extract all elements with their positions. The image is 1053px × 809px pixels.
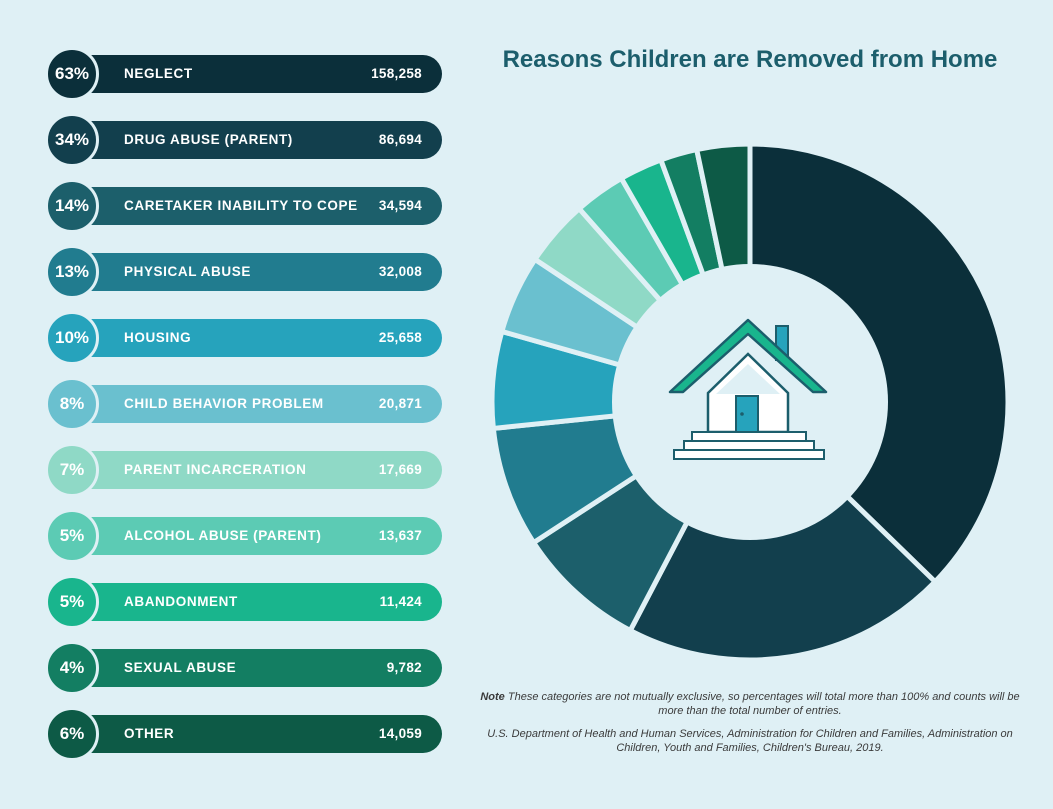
category-row: 13% PHYSICAL ABUSE 32,008 bbox=[45, 245, 448, 299]
house-icon bbox=[668, 318, 828, 460]
category-count: 20,871 bbox=[378, 396, 422, 411]
percent-badge: 5% bbox=[45, 509, 99, 563]
percent-badge: 14% bbox=[45, 179, 99, 233]
category-row: 4% SEXUAL ABUSE 9,782 bbox=[45, 641, 448, 695]
category-label: SEXUAL ABUSE bbox=[124, 660, 237, 675]
category-bar bbox=[78, 451, 442, 489]
category-row: 5% ALCOHOL ABUSE (PARENT) 13,637 bbox=[45, 509, 448, 563]
category-bar bbox=[78, 121, 442, 159]
category-bar bbox=[78, 55, 442, 93]
percent-badge: 13% bbox=[45, 245, 99, 299]
category-count: 9,782 bbox=[386, 660, 422, 675]
note-label: Note bbox=[480, 691, 505, 703]
category-count: 32,008 bbox=[378, 264, 422, 279]
percent-badge: 63% bbox=[45, 47, 99, 101]
category-label: HOUSING bbox=[124, 330, 192, 345]
chart-title: Reasons Children are Removed from Home bbox=[502, 46, 998, 73]
category-count: 25,658 bbox=[378, 330, 422, 345]
category-label: ALCOHOL ABUSE (PARENT) bbox=[124, 528, 322, 543]
category-label: PARENT INCARCERATION bbox=[124, 462, 307, 477]
category-bar bbox=[78, 517, 442, 555]
category-bar bbox=[78, 253, 442, 291]
category-bar bbox=[78, 187, 442, 225]
category-label: PHYSICAL ABUSE bbox=[124, 264, 251, 279]
category-label: ABANDONMENT bbox=[124, 594, 238, 609]
category-row: 63% NEGLECT 158,258 bbox=[45, 47, 448, 101]
category-row: 10% HOUSING 25,658 bbox=[45, 311, 448, 365]
category-count: 13,637 bbox=[378, 528, 422, 543]
category-row: 8% CHILD BEHAVIOR PROBLEM 20,871 bbox=[45, 377, 448, 431]
note: Note These categories are not mutually e… bbox=[480, 690, 1020, 718]
category-label: CARETAKER INABILITY TO COPE bbox=[124, 198, 358, 213]
percent-badge: 10% bbox=[45, 311, 99, 365]
category-count: 14,059 bbox=[378, 726, 422, 741]
category-row: 5% ABANDONMENT 11,424 bbox=[45, 575, 448, 629]
category-row: 34% DRUG ABUSE (PARENT) 86,694 bbox=[45, 113, 448, 167]
category-count: 158,258 bbox=[371, 66, 422, 81]
category-row: 6% OTHER 14,059 bbox=[45, 707, 448, 761]
category-bar bbox=[78, 385, 442, 423]
note-text: These categories are not mutually exclus… bbox=[507, 691, 1020, 717]
source-citation: U.S. Department of Health and Human Serv… bbox=[487, 728, 1013, 754]
category-label: CHILD BEHAVIOR PROBLEM bbox=[124, 396, 324, 411]
category-bar bbox=[78, 583, 442, 621]
category-count: 17,669 bbox=[378, 462, 422, 477]
category-bar bbox=[78, 649, 442, 687]
donut-chart bbox=[489, 141, 1011, 663]
category-count: 34,594 bbox=[378, 198, 422, 213]
category-count: 86,694 bbox=[378, 132, 422, 147]
category-row: 7% PARENT INCARCERATION 17,669 bbox=[45, 443, 448, 497]
category-row: 14% CARETAKER INABILITY TO COPE 34,594 bbox=[45, 179, 448, 233]
category-label: DRUG ABUSE (PARENT) bbox=[124, 132, 293, 147]
category-bar bbox=[78, 319, 442, 357]
category-label: NEGLECT bbox=[124, 66, 193, 81]
percent-badge: 7% bbox=[45, 443, 99, 497]
percent-badge: 34% bbox=[45, 113, 99, 167]
percent-badge: 5% bbox=[45, 575, 99, 629]
percent-badge: 8% bbox=[45, 377, 99, 431]
category-label: OTHER bbox=[124, 726, 175, 741]
percent-badge: 4% bbox=[45, 641, 99, 695]
percent-badge: 6% bbox=[45, 707, 99, 761]
category-count: 11,424 bbox=[379, 594, 422, 609]
category-bar bbox=[78, 715, 442, 753]
